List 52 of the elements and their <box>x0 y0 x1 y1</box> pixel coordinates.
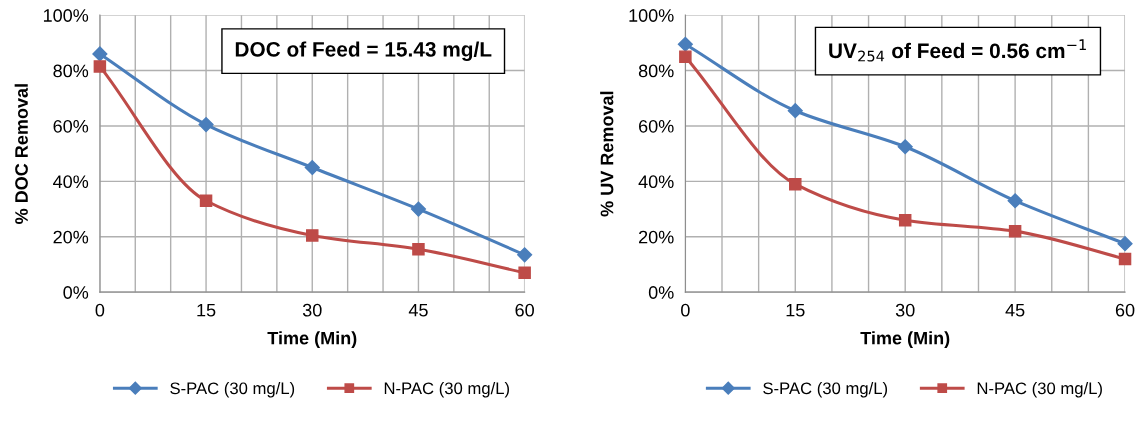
point <box>1118 252 1132 266</box>
y-tick-label: 40% <box>53 175 89 189</box>
point <box>518 266 531 280</box>
point <box>787 103 803 119</box>
y-tick-label: 20% <box>639 230 674 244</box>
legend-label: N-PAC (30 mg/L) <box>384 381 510 398</box>
x-tick-label: 15 <box>197 303 216 317</box>
x-tick-label: 60 <box>515 303 534 317</box>
y-tick-label: 40% <box>638 175 674 189</box>
annotation: DOC of Feed = 15.43 mg/L <box>235 41 492 61</box>
y-tick-label: 80% <box>53 64 89 78</box>
y-tick-label: 100% <box>629 9 674 22</box>
x-tick-label: 45 <box>408 303 428 317</box>
y-tick-label: 0% <box>63 286 89 299</box>
y-axis-title: % DOC Removal <box>14 84 28 224</box>
y-tick-label: 80% <box>638 64 674 78</box>
point <box>677 36 693 52</box>
x-tick-label: 30 <box>302 303 322 317</box>
point <box>410 201 427 217</box>
x-axis-title: Time (Min) <box>267 331 357 349</box>
y-tick-label: 0% <box>648 286 674 299</box>
x-tick-label: 0 <box>95 303 105 317</box>
y-tick-label: 60% <box>639 119 674 133</box>
point <box>679 50 692 63</box>
point <box>412 242 425 256</box>
point <box>92 46 108 62</box>
y-tick-label: 100% <box>43 9 89 22</box>
point <box>93 60 107 73</box>
legend-label: S-PAC (30 mg/L) <box>763 381 888 398</box>
point <box>789 177 802 191</box>
point <box>1117 236 1133 252</box>
point <box>1007 193 1023 209</box>
x-tick-label: 0 <box>681 303 690 317</box>
y-axis-title: % UV Removal <box>600 91 614 217</box>
annotation: UV$_{254}$ of Feed = 0.56 cm$^{−1}$ <box>829 39 1086 62</box>
y-tick-label: 20% <box>53 230 89 244</box>
y-tick-label: 60% <box>53 119 89 133</box>
legend-label: S-PAC (30 mg/L) <box>170 381 295 398</box>
legend-label: N-PAC (30 mg/L) <box>977 381 1102 398</box>
point <box>897 139 913 155</box>
point <box>898 213 912 227</box>
point <box>306 229 319 242</box>
point <box>1008 224 1022 238</box>
point <box>198 117 214 133</box>
x-tick-label: 45 <box>1005 303 1025 317</box>
x-tick-label: 60 <box>1115 303 1135 317</box>
point <box>304 159 320 176</box>
x-tick-label: 15 <box>786 303 805 317</box>
x-axis-title: Time (Min) <box>860 331 950 349</box>
point <box>517 247 533 263</box>
x-tick-label: 30 <box>895 303 915 317</box>
point <box>199 194 213 208</box>
